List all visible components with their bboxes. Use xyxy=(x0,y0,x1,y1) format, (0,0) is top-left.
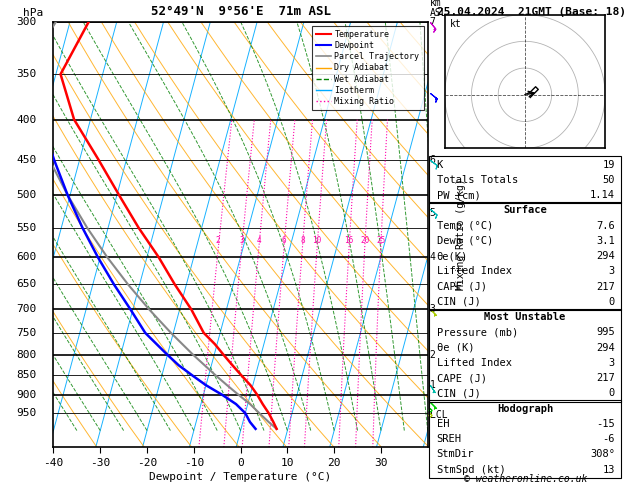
Text: Most Unstable: Most Unstable xyxy=(484,312,565,322)
Text: Lifted Index: Lifted Index xyxy=(437,266,511,277)
Text: 0: 0 xyxy=(609,388,615,399)
Text: 3: 3 xyxy=(609,266,615,277)
Text: K: K xyxy=(437,159,443,170)
Text: 13: 13 xyxy=(603,465,615,475)
Bar xyxy=(429,400,621,478)
Text: CAPE (J): CAPE (J) xyxy=(437,373,487,383)
Text: 16: 16 xyxy=(344,236,353,245)
Text: 3: 3 xyxy=(239,236,244,245)
Text: Pressure (mb): Pressure (mb) xyxy=(437,328,518,337)
Text: 500: 500 xyxy=(16,191,36,200)
Text: kt: kt xyxy=(450,18,461,29)
Text: SREH: SREH xyxy=(437,434,462,444)
Text: 0: 0 xyxy=(609,297,615,307)
Text: -15: -15 xyxy=(596,419,615,429)
Text: 6: 6 xyxy=(282,236,286,245)
Text: 900: 900 xyxy=(16,390,36,400)
Text: -6: -6 xyxy=(603,434,615,444)
Text: CIN (J): CIN (J) xyxy=(437,388,481,399)
Text: 5: 5 xyxy=(430,208,435,218)
Text: © weatheronline.co.uk: © weatheronline.co.uk xyxy=(464,473,587,484)
Text: StmDir: StmDir xyxy=(437,450,474,459)
Text: 995: 995 xyxy=(596,328,615,337)
Bar xyxy=(429,202,621,310)
Text: 10: 10 xyxy=(313,236,321,245)
Text: 300: 300 xyxy=(16,17,36,27)
Text: StmSpd (kt): StmSpd (kt) xyxy=(437,465,506,475)
Text: 52°49'N  9°56'E  71m ASL: 52°49'N 9°56'E 71m ASL xyxy=(150,5,331,17)
Text: EH: EH xyxy=(437,419,449,429)
Text: θe(K): θe(K) xyxy=(437,251,468,261)
Text: 1: 1 xyxy=(430,380,435,390)
Text: Temp (°C): Temp (°C) xyxy=(437,221,493,230)
Text: 750: 750 xyxy=(16,328,36,338)
Text: 2: 2 xyxy=(430,350,435,360)
Text: 600: 600 xyxy=(16,252,36,262)
Text: 50: 50 xyxy=(603,175,615,185)
Text: 800: 800 xyxy=(16,350,36,360)
X-axis label: Dewpoint / Temperature (°C): Dewpoint / Temperature (°C) xyxy=(150,472,331,482)
Text: 19: 19 xyxy=(603,159,615,170)
Text: Lifted Index: Lifted Index xyxy=(437,358,511,368)
Text: hPa: hPa xyxy=(23,8,43,17)
Bar xyxy=(429,156,621,204)
Text: 4: 4 xyxy=(257,236,261,245)
Text: 25: 25 xyxy=(376,236,386,245)
Text: 25.04.2024  21GMT (Base: 18): 25.04.2024 21GMT (Base: 18) xyxy=(437,7,626,17)
Text: 2: 2 xyxy=(216,236,221,245)
Text: Dewp (°C): Dewp (°C) xyxy=(437,236,493,246)
Text: 650: 650 xyxy=(16,279,36,289)
Text: Mixing Ratio (g/kg): Mixing Ratio (g/kg) xyxy=(456,179,466,290)
Text: 7.6: 7.6 xyxy=(596,221,615,230)
Text: 294: 294 xyxy=(596,251,615,261)
Legend: Temperature, Dewpoint, Parcel Trajectory, Dry Adiabat, Wet Adiabat, Isotherm, Mi: Temperature, Dewpoint, Parcel Trajectory… xyxy=(312,26,423,110)
Text: 550: 550 xyxy=(16,223,36,233)
Text: 308°: 308° xyxy=(590,450,615,459)
Text: 1.14: 1.14 xyxy=(590,190,615,200)
Text: 350: 350 xyxy=(16,69,36,79)
Bar xyxy=(429,309,621,402)
Text: km
ASL: km ASL xyxy=(430,0,447,17)
Text: 217: 217 xyxy=(596,373,615,383)
Text: LCL: LCL xyxy=(430,410,447,420)
Text: Surface: Surface xyxy=(503,205,547,215)
Text: 8: 8 xyxy=(300,236,304,245)
Text: 3.1: 3.1 xyxy=(596,236,615,246)
Text: 217: 217 xyxy=(596,281,615,292)
Text: 3: 3 xyxy=(430,305,435,314)
Text: 400: 400 xyxy=(16,115,36,124)
Text: CIN (J): CIN (J) xyxy=(437,297,481,307)
Text: 20: 20 xyxy=(360,236,369,245)
Text: 450: 450 xyxy=(16,155,36,164)
Text: θe (K): θe (K) xyxy=(437,343,474,353)
Text: PW (cm): PW (cm) xyxy=(437,190,481,200)
Text: 7: 7 xyxy=(430,17,435,27)
Text: 850: 850 xyxy=(16,370,36,381)
Text: 950: 950 xyxy=(16,408,36,418)
Text: 700: 700 xyxy=(16,305,36,314)
Text: 3: 3 xyxy=(609,358,615,368)
Text: CAPE (J): CAPE (J) xyxy=(437,281,487,292)
Text: 4: 4 xyxy=(430,252,435,262)
Text: Totals Totals: Totals Totals xyxy=(437,175,518,185)
Text: 6: 6 xyxy=(430,155,435,164)
Text: Hodograph: Hodograph xyxy=(497,404,553,414)
Text: 294: 294 xyxy=(596,343,615,353)
